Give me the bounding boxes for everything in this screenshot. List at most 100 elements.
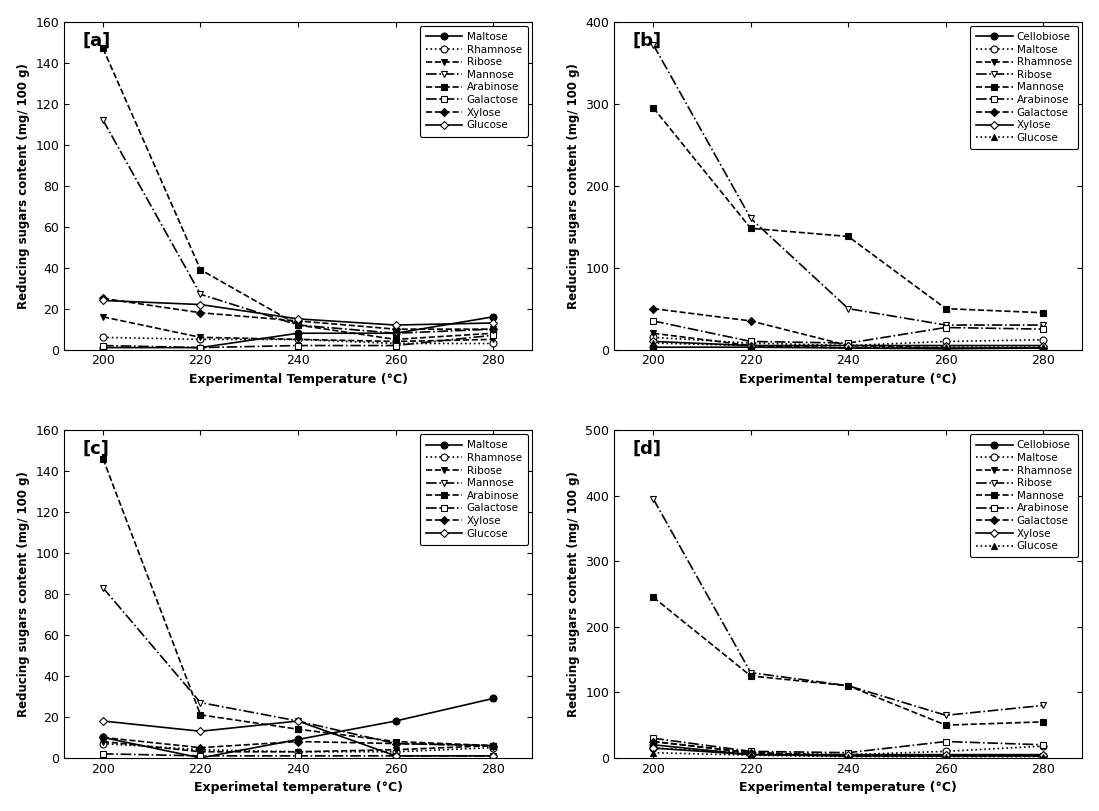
Galactose	[744, 316, 757, 326]
Galactose	[842, 341, 855, 350]
Rhamnose	[487, 743, 500, 753]
Legend: Maltose, Rhamnose, Ribose, Mannose, Arabinose, Galactose, Xylose, Glucose: Maltose, Rhamnose, Ribose, Mannose, Arab…	[420, 434, 528, 545]
Maltose	[193, 343, 207, 353]
Maltose	[97, 343, 110, 353]
Cellobiose	[940, 751, 953, 761]
Mannose	[193, 697, 207, 707]
Glucose	[744, 750, 757, 760]
Line: Cellobiose: Cellobiose	[650, 741, 1046, 759]
Arabinose	[389, 334, 402, 344]
Line: Glucose: Glucose	[650, 749, 1046, 760]
Galactose	[646, 304, 659, 314]
Arabinose	[97, 44, 110, 54]
Mannose	[842, 232, 855, 242]
Maltose	[291, 328, 304, 338]
Maltose	[389, 716, 402, 726]
Galactose	[940, 751, 953, 761]
Arabinose	[97, 454, 110, 464]
Text: [d]: [d]	[633, 440, 662, 457]
Glucose	[97, 295, 110, 305]
Cellobiose	[842, 751, 855, 761]
Xylose	[389, 739, 402, 749]
Ribose	[487, 334, 500, 344]
Line: Rhamnose: Rhamnose	[650, 738, 1046, 759]
Line: Mannose: Mannose	[100, 117, 497, 337]
Xylose	[646, 337, 659, 346]
Xylose	[1036, 341, 1050, 350]
Rhamnose	[940, 343, 953, 353]
Arabinose	[291, 320, 304, 330]
Mannose	[1036, 308, 1050, 318]
Line: Xylose: Xylose	[651, 745, 1046, 757]
Xylose	[193, 308, 207, 318]
Mannose	[291, 716, 304, 726]
Line: Maltose: Maltose	[100, 313, 497, 351]
Ribose	[389, 744, 402, 754]
Cellobiose	[646, 342, 659, 352]
Mannose	[744, 671, 757, 680]
Ribose	[940, 320, 953, 330]
Cellobiose	[646, 740, 659, 749]
Mannose	[97, 583, 110, 593]
Glucose	[291, 314, 304, 324]
Arabinose	[193, 710, 207, 719]
Cellobiose	[842, 343, 855, 353]
Maltose	[940, 337, 953, 346]
Y-axis label: Reducing sugars content (mg/ 100 g): Reducing sugars content (mg/ 100 g)	[567, 471, 580, 717]
Text: [c]: [c]	[82, 440, 110, 457]
Xylose	[842, 750, 855, 760]
Galactose	[1036, 751, 1050, 761]
Maltose	[744, 338, 757, 348]
Line: Glucose: Glucose	[650, 340, 1046, 351]
Arabinose	[940, 736, 953, 746]
Arabinose	[487, 328, 500, 338]
Rhamnose	[646, 328, 659, 338]
Mannose	[646, 592, 659, 602]
Mannose	[940, 720, 953, 730]
Maltose	[487, 693, 500, 703]
Arabinose	[940, 323, 953, 333]
Arabinose	[487, 740, 500, 750]
Ribose	[646, 40, 659, 49]
Galactose	[193, 343, 207, 353]
Ribose	[291, 334, 304, 344]
Xylose	[291, 316, 304, 326]
Ribose	[940, 710, 953, 720]
Line: Glucose: Glucose	[100, 298, 496, 328]
Rhamnose	[842, 751, 855, 761]
Glucose	[842, 752, 855, 762]
Line: Ribose: Ribose	[100, 313, 497, 345]
Rhamnose	[940, 751, 953, 761]
Arabinose	[842, 748, 855, 757]
Rhamnose	[193, 744, 207, 754]
Xylose	[389, 324, 402, 334]
Mannose	[487, 740, 500, 750]
Line: Xylose: Xylose	[651, 339, 1046, 348]
Line: Xylose: Xylose	[100, 296, 496, 332]
Rhamnose	[646, 736, 659, 746]
Line: Ribose: Ribose	[650, 496, 1046, 719]
Xylose	[842, 341, 855, 350]
Xylose	[97, 732, 110, 742]
Rhamnose	[487, 339, 500, 349]
Line: Galactose: Galactose	[100, 750, 497, 759]
Maltose	[1036, 335, 1050, 345]
Mannose	[389, 739, 402, 749]
Mannose	[842, 681, 855, 691]
Cellobiose	[1036, 751, 1050, 761]
Maltose	[842, 341, 855, 350]
Line: Arabinose: Arabinose	[650, 317, 1046, 346]
Galactose	[97, 749, 110, 758]
Mannose	[744, 223, 757, 233]
Glucose	[487, 751, 500, 761]
Line: Maltose: Maltose	[650, 743, 1046, 758]
Galactose	[940, 343, 953, 353]
Line: Mannose: Mannose	[650, 105, 1046, 316]
Text: [b]: [b]	[633, 32, 662, 49]
Rhamnose	[97, 739, 110, 749]
Xylose	[291, 736, 304, 746]
Rhamnose	[291, 334, 304, 344]
Xylose	[940, 750, 953, 760]
Cellobiose	[1036, 343, 1050, 353]
Mannose	[487, 324, 500, 334]
